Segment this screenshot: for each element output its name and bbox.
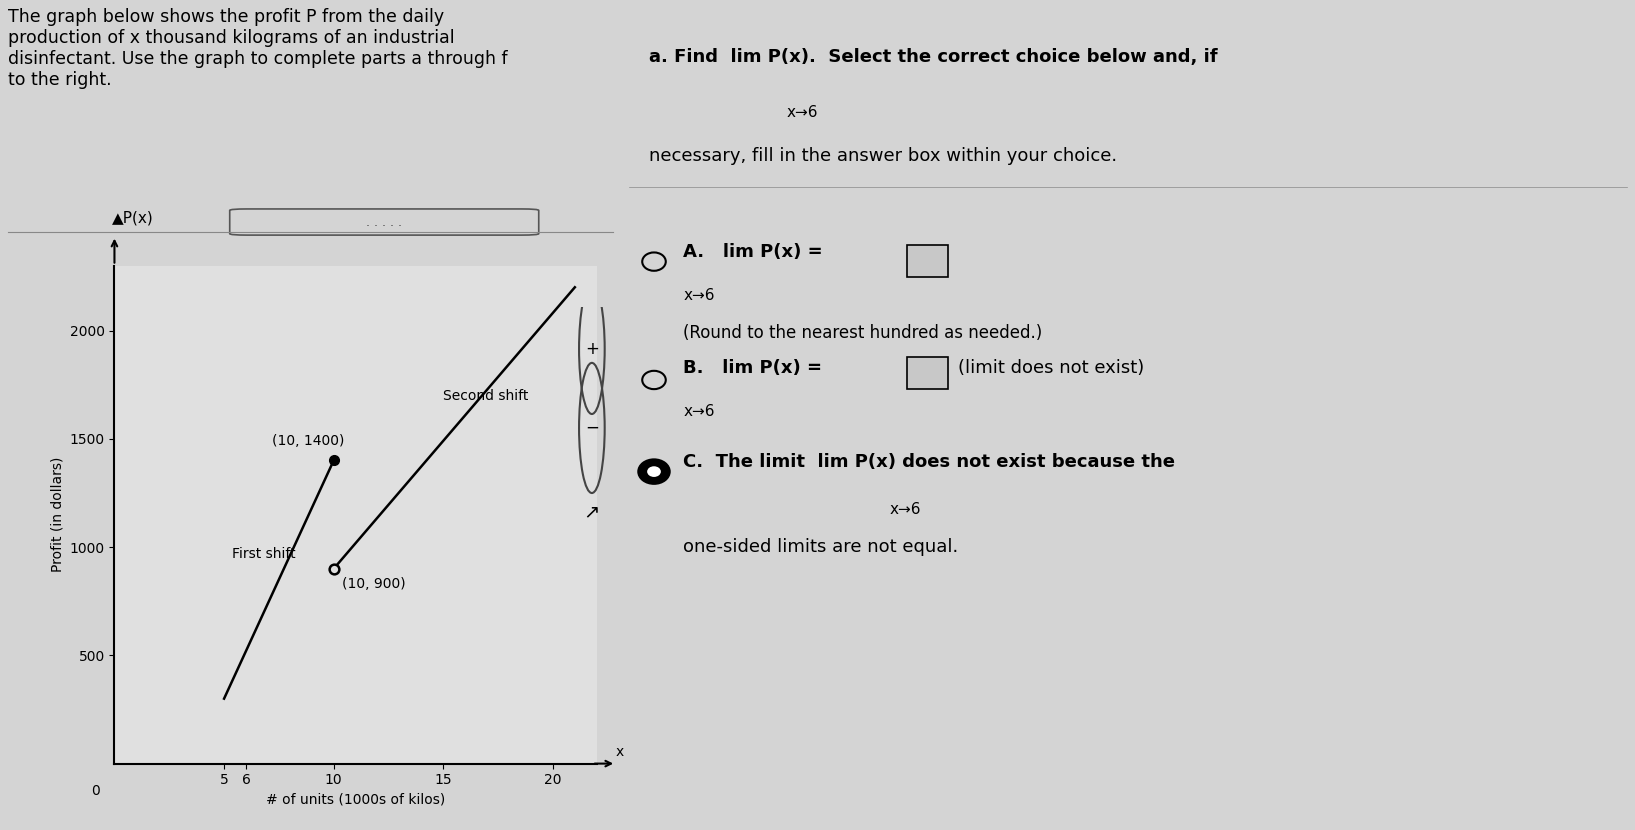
Text: −: − <box>585 419 598 437</box>
Text: 0: 0 <box>92 784 100 798</box>
Text: ▲P(x): ▲P(x) <box>113 211 154 226</box>
Text: +: + <box>585 340 598 358</box>
Text: necessary, fill in the answer box within your choice.: necessary, fill in the answer box within… <box>649 147 1117 165</box>
Text: x→6: x→6 <box>683 288 714 303</box>
Text: one-sided limits are not equal.: one-sided limits are not equal. <box>683 538 958 556</box>
Text: C.  The limit  lim P(x) does not exist because the: C. The limit lim P(x) does not exist bec… <box>683 452 1176 471</box>
FancyBboxPatch shape <box>229 209 538 235</box>
Text: (10, 900): (10, 900) <box>342 577 405 591</box>
Text: Second shift: Second shift <box>443 388 528 403</box>
Text: ↗: ↗ <box>584 502 600 521</box>
Text: The graph below shows the profit P from the daily
production of x thousand kilog: The graph below shows the profit P from … <box>8 8 508 89</box>
Text: x: x <box>616 745 625 759</box>
Circle shape <box>647 466 661 477</box>
Text: B.   lim P(x) =: B. lim P(x) = <box>683 359 822 378</box>
FancyBboxPatch shape <box>907 357 948 389</box>
Text: x→6: x→6 <box>683 404 714 419</box>
Text: a. Find  lim P(x).  Select the correct choice below and, if: a. Find lim P(x). Select the correct cho… <box>649 48 1218 66</box>
Text: (10, 1400): (10, 1400) <box>273 434 345 448</box>
Text: x→6: x→6 <box>889 502 921 517</box>
Circle shape <box>638 459 670 484</box>
Text: (limit does not exist): (limit does not exist) <box>958 359 1144 378</box>
X-axis label: # of units (1000s of kilos): # of units (1000s of kilos) <box>267 793 445 807</box>
FancyBboxPatch shape <box>907 245 948 277</box>
Text: . . . . .: . . . . . <box>366 216 402 228</box>
Text: First shift: First shift <box>232 547 296 561</box>
Y-axis label: Profit (in dollars): Profit (in dollars) <box>51 457 64 573</box>
Text: x→6: x→6 <box>786 105 818 120</box>
Text: A.   lim P(x) =: A. lim P(x) = <box>683 242 822 261</box>
Text: (Round to the nearest hundred as needed.): (Round to the nearest hundred as needed.… <box>683 325 1043 342</box>
